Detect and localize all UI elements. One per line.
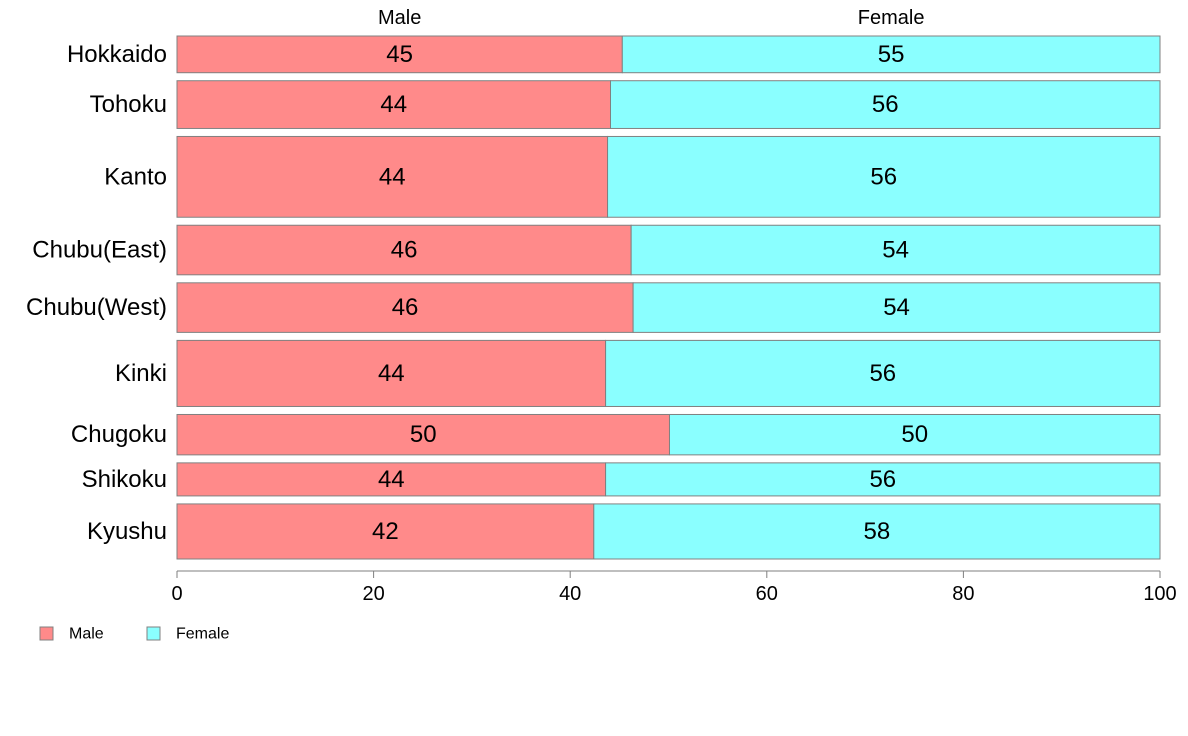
data-label-female: 50	[901, 421, 928, 448]
bar-male-kyushu	[176, 503, 595, 560]
bar-female-chubu-east	[630, 224, 1161, 276]
data-label-male: 44	[380, 91, 407, 118]
category-label: Kanto	[104, 163, 167, 190]
category-labels: Hokkaido Tohoku Kanto Chubu(East) Chubu(West…	[26, 41, 167, 545]
data-label-female: 54	[882, 237, 909, 264]
data-label-female: 55	[878, 41, 905, 68]
category-label: Chubu(West)	[26, 294, 167, 321]
bar-female-kinki	[605, 339, 1161, 407]
legend: Male Female	[39, 626, 229, 643]
data-label-female: 58	[864, 518, 891, 545]
category-label: Chugoku	[71, 421, 167, 448]
category-label: Chubu(East)	[32, 237, 167, 264]
x-tick-label: 40	[559, 583, 581, 605]
x-tick-label: 60	[756, 583, 778, 605]
data-label-female: 56	[872, 91, 899, 118]
category-label: Shikoku	[82, 466, 167, 493]
data-label-male: 44	[378, 360, 405, 387]
data-label-male: 44	[379, 163, 406, 190]
category-label: Tohoku	[90, 91, 167, 118]
x-tick-label: 0	[171, 583, 182, 605]
column-header-male: Male	[378, 7, 421, 29]
x-tick-label: 20	[362, 583, 384, 605]
column-header-female: Female	[858, 7, 925, 29]
bar-female-chugoku	[668, 413, 1161, 456]
bar-male-chugoku	[176, 413, 670, 456]
legend-label-male: Male	[69, 626, 104, 643]
x-tick-label: 80	[952, 583, 974, 605]
x-tick-label: 100	[1143, 583, 1176, 605]
data-label-female: 56	[869, 466, 896, 493]
data-label-male: 46	[392, 294, 419, 321]
data-label-male: 44	[378, 466, 405, 493]
category-label: Kyushu	[87, 518, 167, 545]
bars-group	[176, 35, 1161, 560]
x-axis: 0 20 40 60 80 100	[171, 570, 1177, 605]
bar-female-shikoku	[605, 462, 1161, 497]
data-label-female: 54	[883, 294, 910, 321]
data-label-male: 50	[410, 421, 437, 448]
bar-male-chubu-east	[176, 224, 632, 276]
data-label-male: 42	[372, 518, 399, 545]
column-headers: Male Female	[378, 7, 925, 29]
data-label-male: 45	[386, 41, 413, 68]
category-label: Hokkaido	[67, 41, 167, 68]
bar-female-tohoku	[610, 80, 1161, 129]
legend-swatch-female	[146, 626, 161, 641]
legend-label-female: Female	[176, 626, 229, 643]
bar-male-hokkaido	[176, 35, 623, 74]
legend-swatch-male	[39, 626, 54, 641]
data-label-female: 56	[869, 360, 896, 387]
category-label: Kinki	[115, 360, 167, 387]
bar-female-hokkaido	[621, 35, 1161, 74]
bar-male-kanto	[176, 135, 609, 218]
bar-male-chubu-west	[176, 282, 634, 333]
bar-female-chubu-west	[632, 282, 1161, 333]
data-label-female: 56	[870, 163, 897, 190]
bar-male-tohoku	[176, 80, 612, 129]
data-label-male: 46	[391, 237, 418, 264]
bar-female-kanto	[607, 135, 1161, 218]
bar-female-kyushu	[593, 503, 1161, 560]
